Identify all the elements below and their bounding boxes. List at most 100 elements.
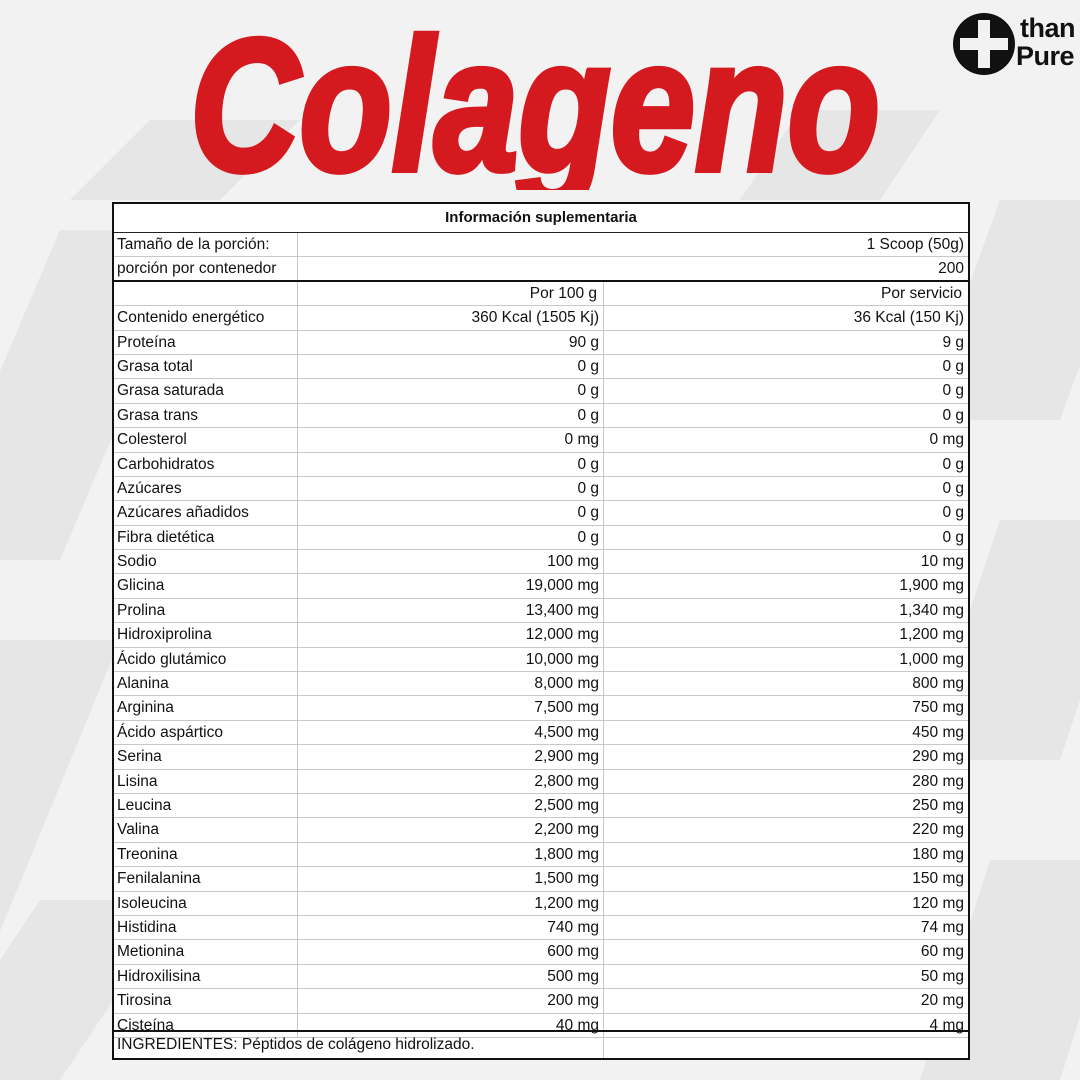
nutrient-name: Alanina [114, 672, 298, 696]
header-per100: Por 100 g [298, 281, 604, 306]
title-text: Colageno [190, 0, 880, 190]
table-row: Treonina 1,800 mg 180 mg [114, 842, 968, 868]
nutrient-per100: 1,200 mg [298, 891, 604, 915]
nutrient-per100: 0 g [298, 476, 604, 501]
column-header-row: Por 100 g Por servicio [114, 281, 968, 307]
nutrient-name: Hidroxiprolina [114, 623, 298, 647]
nutrient-perserving: 280 mg [912, 772, 964, 790]
nutrient-name: Valina [114, 818, 298, 842]
ingredients-text: INGREDIENTES: Péptidos de colágeno hidro… [114, 1032, 604, 1058]
brand-line2: Pure [1016, 41, 1075, 71]
table-heading: Información suplementaria [114, 204, 968, 233]
nutrient-per100: 360 Kcal (1505 Kj) [298, 306, 604, 330]
nutrient-name: Lisina [114, 769, 298, 793]
table-row: Metionina 600 mg 60 mg [114, 940, 968, 965]
ingredients-row: INGREDIENTES: Péptidos de colágeno hidro… [114, 1030, 968, 1058]
brand-logo: than Pure [952, 10, 1076, 78]
serving-size-value: 1 Scoop (50g) [866, 236, 964, 253]
nutrient-name: Ácido aspártico [114, 720, 298, 745]
nutrient-perserving: 0 g [942, 479, 964, 497]
table-row: Proteína 90 g 9 g [114, 330, 968, 355]
nutrient-name: Cisteína [114, 1013, 298, 1037]
nutrient-perserving: 0 g [942, 357, 964, 375]
table-row: Cisteína 40 mg 4 mg [114, 1013, 968, 1038]
nutrient-per100: 90 g [298, 330, 604, 354]
nutrient-per100: 100 mg [298, 550, 604, 574]
nutrient-perserving: 20 mg [920, 992, 964, 1010]
nutrient-name: Tirosina [114, 989, 298, 1013]
nutrient-name: Grasa total [114, 354, 298, 379]
nutrient-perserving: 450 mg [912, 723, 964, 741]
servings-row: porción por contenedor 200 [114, 257, 968, 282]
nutrient-perserving: 9 g [942, 333, 964, 351]
table-row: Ácido aspártico 4,500 mg 450 mg [114, 720, 968, 746]
table-row: Leucina 2,500 mg 250 mg [114, 793, 968, 819]
servings-value: 200 [938, 260, 964, 278]
nutrient-name: Contenido energético [114, 306, 298, 330]
nutrient-perserving: 150 mg [912, 870, 964, 888]
nutrient-perserving: 0 g [942, 406, 964, 424]
nutrient-name: Azúcares [114, 476, 298, 501]
servings-label: porción por contenedor [114, 257, 298, 280]
nutrient-per100: 8,000 mg [298, 672, 604, 696]
nutrient-perserving: 1,200 mg [899, 626, 964, 644]
nutrient-name: Prolina [114, 598, 298, 623]
nutrient-per100: 0 g [298, 379, 604, 403]
nutrient-perserving: 1,340 mg [899, 601, 964, 619]
nutrient-per100: 0 mg [298, 428, 604, 452]
nutrient-name: Ácido glutámico [114, 647, 298, 672]
nutrient-name: Azúcares añadidos [114, 501, 298, 525]
nutrient-perserving: 180 mg [912, 845, 964, 863]
nutrient-per100: 0 g [298, 403, 604, 428]
table-row: Histidina 740 mg 74 mg [114, 915, 968, 941]
nutrient-per100: 19,000 mg [298, 574, 604, 598]
nutrient-name: Carbohidratos [114, 452, 298, 476]
plus-circle-icon [953, 13, 1015, 75]
nutrient-name: Treonina [114, 842, 298, 867]
nutrient-perserving: 4 mg [929, 1016, 964, 1034]
nutrient-perserving: 750 mg [912, 699, 964, 717]
table-row: Alanina 8,000 mg 800 mg [114, 672, 968, 697]
table-row: Tirosina 200 mg 20 mg [114, 989, 968, 1014]
nutrient-per100: 12,000 mg [298, 623, 604, 647]
nutrient-per100: 600 mg [298, 940, 604, 964]
table-row: Colesterol 0 mg 0 mg [114, 428, 968, 453]
nutrient-perserving: 800 mg [912, 675, 964, 693]
nutrient-name: Sodio [114, 550, 298, 574]
nutrient-perserving: 120 mg [912, 894, 964, 912]
table-row: Sodio 100 mg 10 mg [114, 550, 968, 575]
nutrient-perserving: 0 g [942, 504, 964, 522]
nutrient-per100: 2,500 mg [298, 793, 604, 818]
product-title: Colageno [187, 0, 883, 190]
brand-name: than Pure [1016, 14, 1076, 71]
header-empty [114, 281, 298, 306]
nutrient-perserving: 60 mg [920, 943, 964, 961]
nutrient-name: Metionina [114, 940, 298, 964]
nutrient-name: Histidina [114, 915, 298, 940]
table-row: Arginina 7,500 mg 750 mg [114, 696, 968, 721]
nutrient-perserving: 0 g [942, 455, 964, 473]
nutrient-per100: 2,200 mg [298, 818, 604, 842]
nutrient-perserving: 0 g [942, 528, 964, 546]
nutrient-name: Grasa saturada [114, 379, 298, 403]
nutrient-per100: 500 mg [298, 964, 604, 989]
nutrient-name: Grasa trans [114, 403, 298, 428]
table-row: Glicina 19,000 mg 1,900 mg [114, 574, 968, 599]
serving-size-row: Tamaño de la porción: 1 Scoop (50g) [114, 233, 968, 258]
nutrient-rows: Contenido energético 360 Kcal (1505 Kj) 36… [114, 306, 968, 1038]
nutrient-perserving: 220 mg [912, 821, 964, 839]
table-row: Valina 2,200 mg 220 mg [114, 818, 968, 843]
nutrient-perserving: 290 mg [912, 748, 964, 766]
nutrient-per100: 4,500 mg [298, 720, 604, 745]
nutrient-name: Proteína [114, 330, 298, 354]
table-row: Ácido glutámico 10,000 mg 1,000 mg [114, 647, 968, 673]
nutrient-per100: 0 g [298, 354, 604, 379]
nutrient-name: Colesterol [114, 428, 298, 452]
nutrient-per100: 1,800 mg [298, 842, 604, 867]
